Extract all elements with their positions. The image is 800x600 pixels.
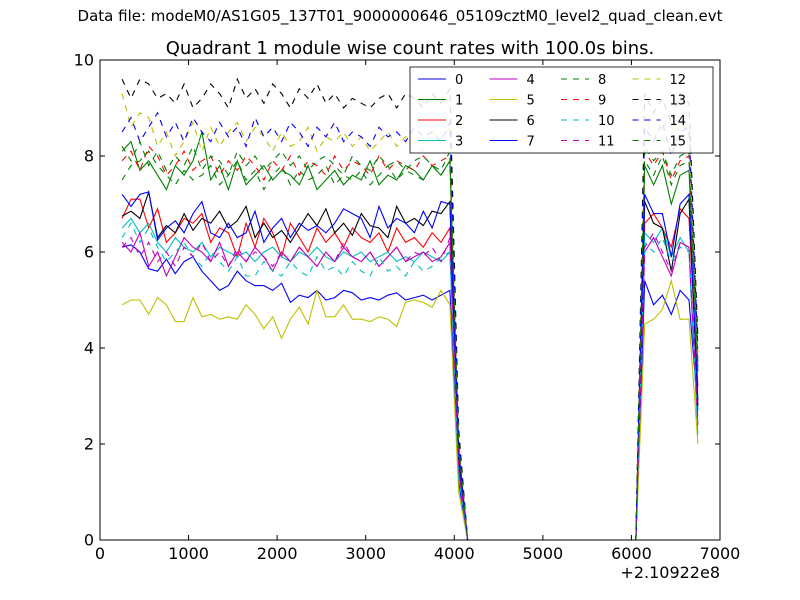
series-line-8 <box>121 150 699 541</box>
series-line-5 <box>121 278 699 541</box>
legend-label-4: 4 <box>527 73 535 88</box>
legend-label-15: 15 <box>670 135 687 150</box>
x-offset-label: +2.10922e8 <box>620 563 720 582</box>
x-tick-label: 0 <box>95 544 105 563</box>
series-line-6 <box>121 189 699 541</box>
legend-label-13: 13 <box>670 94 687 109</box>
series-line-7 <box>121 191 699 541</box>
legend-label-3: 3 <box>455 135 463 150</box>
x-tick-label: 2000 <box>257 544 298 563</box>
x-tick-label: 1000 <box>168 544 209 563</box>
plot-frame <box>99 59 721 541</box>
series-line-2 <box>121 198 699 541</box>
x-tick-label: 3000 <box>345 544 386 563</box>
legend-label-5: 5 <box>527 94 535 109</box>
x-tick-label: 5000 <box>522 544 563 563</box>
series-line-3 <box>121 217 699 541</box>
legend-label-12: 12 <box>670 73 687 88</box>
series-line-14 <box>121 111 699 541</box>
y-tick-label: 0 <box>84 531 94 550</box>
chart-title: Quadrant 1 module wise count rates with … <box>166 38 655 59</box>
series-line-9 <box>121 145 699 541</box>
y-tick-label: 2 <box>84 435 94 454</box>
series-line-10 <box>121 222 699 541</box>
y-tick-label: 6 <box>84 243 94 262</box>
legend-label-1: 1 <box>455 94 463 109</box>
y-tick-label: 4 <box>84 339 94 358</box>
legend-box <box>409 66 714 154</box>
series-line-12 <box>121 93 699 541</box>
legend-label-14: 14 <box>670 114 687 129</box>
legend-label-8: 8 <box>598 73 606 88</box>
legend-label-2: 2 <box>455 114 463 129</box>
figure-supertitle: Data file: modeM0/AS1G05_137T01_90000006… <box>77 7 723 25</box>
legend-label-0: 0 <box>455 73 463 88</box>
legend-label-6: 6 <box>527 114 535 129</box>
x-tick-label: 6000 <box>611 544 652 563</box>
series-line-0 <box>121 244 699 541</box>
x-tick-label: 7000 <box>700 544 741 563</box>
legend-label-7: 7 <box>527 135 535 150</box>
series-line-1 <box>121 131 699 541</box>
x-tick-label: 4000 <box>434 544 475 563</box>
series-line-15 <box>121 140 699 541</box>
y-tick-label: 8 <box>84 147 94 166</box>
series-line-11 <box>121 231 699 541</box>
y-tick-label: 10 <box>74 51 94 70</box>
legend-label-10: 10 <box>598 114 615 129</box>
legend-label-9: 9 <box>598 94 606 109</box>
legend-label-11: 11 <box>598 135 615 150</box>
